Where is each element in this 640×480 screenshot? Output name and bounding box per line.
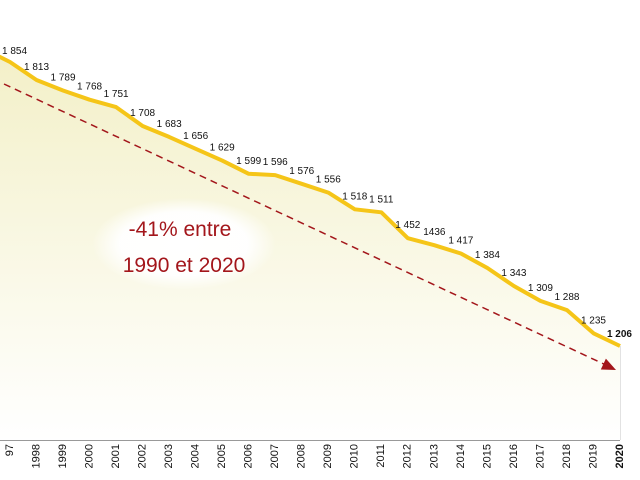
value-label: 1 656 [183, 131, 208, 142]
value-label: 1 235 [581, 315, 606, 326]
x-tick-label: 2007 [269, 444, 281, 468]
trend-arrow-head [600, 358, 616, 370]
value-label: 1 384 [475, 250, 500, 261]
value-label: 1 854 [2, 46, 27, 57]
x-tick-label: 2004 [190, 444, 202, 468]
value-label: 1 288 [554, 292, 579, 303]
value-label: 1 768 [77, 82, 102, 93]
x-tick-label: 2020 [614, 444, 626, 468]
x-tick-label: 2018 [561, 444, 573, 468]
x-tick-label: 2006 [243, 444, 255, 468]
value-label: 1 206 [607, 329, 632, 340]
value-label: 1 813 [24, 62, 49, 73]
value-label: 1 576 [289, 166, 314, 177]
x-tick-label: 2015 [481, 444, 493, 468]
value-label: 1 518 [342, 191, 367, 202]
x-tick-label: 2000 [83, 444, 95, 468]
x-tick-label: 2017 [534, 444, 546, 468]
x-tick-label: 2012 [402, 444, 414, 468]
x-axis: 97 1998 1999 2000 2001 2002 2003 2004 2005 2006 20… [4, 444, 626, 468]
value-label: 1 751 [104, 89, 129, 100]
value-label: 1436 [423, 227, 446, 238]
x-tick-label: 2016 [508, 444, 520, 468]
series-line [0, 54, 621, 348]
trend-arrow [3, 83, 616, 370]
x-tick-label: 2011 [375, 444, 387, 468]
value-label: 1 596 [263, 157, 288, 168]
value-label: 1 452 [395, 220, 420, 231]
annotation-glow [92, 198, 276, 290]
annotation-line-1: -41% entre [129, 218, 232, 241]
value-label: 1 556 [316, 175, 341, 186]
value-label: 1 599 [236, 156, 261, 167]
value-label: 1 683 [157, 119, 182, 130]
x-tick-label: 2001 [110, 444, 122, 468]
x-tick-label: 2013 [428, 444, 440, 468]
value-label: 1 511 [369, 194, 394, 205]
x-tick-label: 2010 [349, 444, 361, 468]
value-label: 1 629 [210, 143, 235, 154]
value-label: 1 309 [528, 283, 553, 294]
x-tick-label: 2009 [322, 444, 334, 468]
x-tick-label: 2002 [137, 444, 149, 468]
x-tick-label: 2014 [455, 444, 467, 468]
value-label: 1 708 [130, 108, 155, 119]
x-tick-label: 2019 [587, 444, 599, 468]
value-label: 1 789 [51, 72, 76, 83]
annotation-line-2: 1990 et 2020 [123, 254, 246, 277]
x-tick-label: 2008 [296, 444, 308, 468]
x-tick-label: 97 [4, 444, 16, 456]
x-tick-label: 2003 [163, 444, 175, 468]
series-area [0, 57, 620, 440]
trend-arrow-line [3, 83, 609, 367]
value-label: 1 417 [448, 236, 473, 247]
x-tick-label: 1998 [30, 444, 42, 468]
x-tick-label: 1999 [57, 444, 69, 468]
x-tick-label: 2005 [216, 444, 228, 468]
value-label: 1 343 [501, 268, 526, 279]
